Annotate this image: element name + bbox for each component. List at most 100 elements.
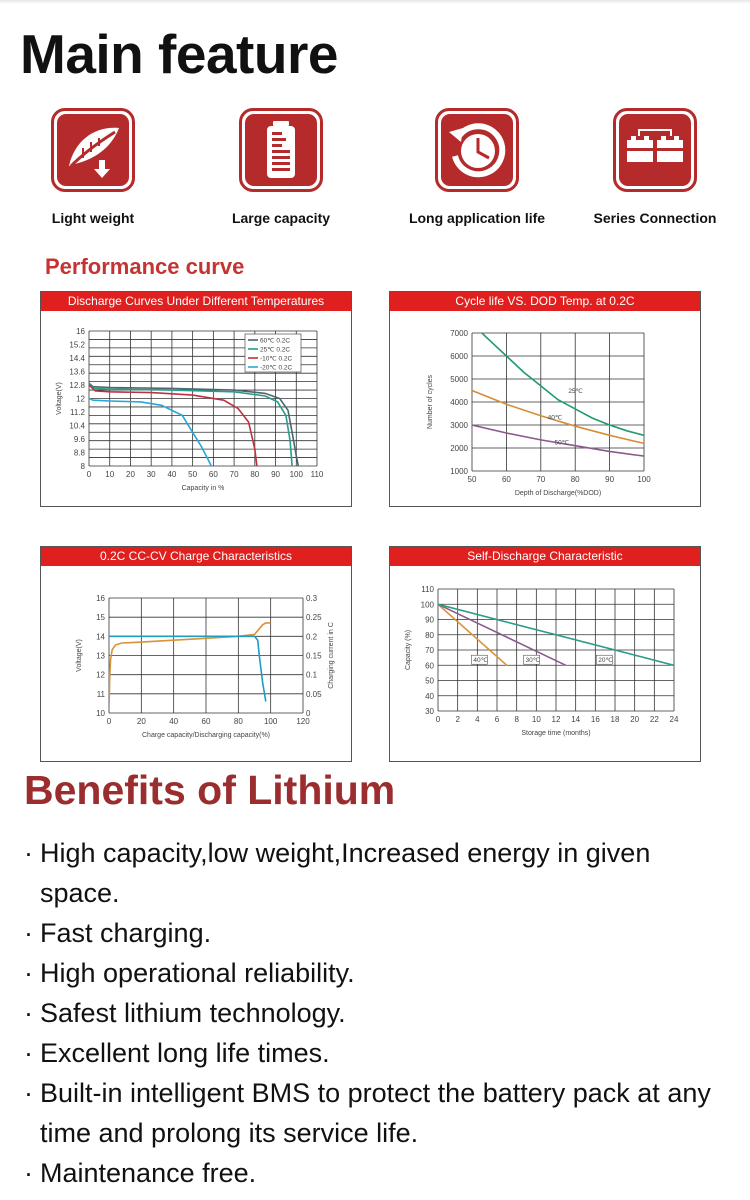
feature-label: Large capacity xyxy=(231,210,331,226)
feature-large-capacity: Large capacity xyxy=(206,108,356,226)
chart-self-discharge: 0 2 4 6 8 10 12 14 16 18 20 22 243040506070809010011… xyxy=(405,585,679,737)
y2-tick-label: 0 xyxy=(306,709,311,718)
y-axis-label: Voltage(V) xyxy=(76,639,83,672)
series-line xyxy=(472,424,644,457)
series-line xyxy=(438,603,567,667)
x-tick-label: 60 xyxy=(209,470,218,479)
legend-label: 60℃ 0.2C xyxy=(260,338,290,345)
x-tick-label: 0 xyxy=(87,470,92,479)
x-tick-label: 40 xyxy=(169,717,178,726)
series-label-box xyxy=(471,654,488,665)
series-line xyxy=(438,603,508,666)
x-tick-label: 40 xyxy=(167,470,176,479)
x-axis-label: Depth of Discharge(%DOD) xyxy=(515,490,601,497)
feature-label: Series Connection xyxy=(593,210,717,226)
x-tick-label: 22 xyxy=(650,715,659,724)
y-axis-label: Voltage(V) xyxy=(56,382,63,415)
feather-icon xyxy=(51,108,135,192)
legend-label: 25℃ 0.2C xyxy=(260,347,290,354)
series-line xyxy=(472,389,644,445)
chart-charge-panel: 0.2C CC-CV Charge Characteristics 0 20 40 6… xyxy=(40,546,352,762)
y-tick-label: 11 xyxy=(97,690,106,699)
clock-icon xyxy=(435,108,519,192)
x-tick-label: 50 xyxy=(188,470,197,479)
y-tick-label: 100 xyxy=(421,600,435,609)
y2-tick-label: 0.2 xyxy=(306,632,318,641)
y-tick-label: 50 xyxy=(425,677,434,686)
series-label-box xyxy=(523,654,540,665)
y-tick-label: 12 xyxy=(76,395,85,404)
y2-tick-label: 0.3 xyxy=(306,594,318,603)
x-tick-label: 14 xyxy=(571,715,580,724)
y2-tick-label: 0.05 xyxy=(306,690,322,699)
series-line xyxy=(89,397,213,466)
x-tick-label: 90 xyxy=(271,470,280,479)
benefit-item: · High capacity,low weight,Increased ener… xyxy=(24,838,651,908)
y-tick-label: 9.6 xyxy=(74,435,86,444)
x-tick-label: 24 xyxy=(670,715,679,724)
y2-axis-label: Charging current in C xyxy=(328,622,335,689)
y-tick-label: 5000 xyxy=(450,375,468,384)
y-tick-label: 14.4 xyxy=(69,354,85,363)
feature-label: Light weight xyxy=(51,210,135,226)
series-line xyxy=(480,333,644,437)
y-tick-label: 1000 xyxy=(450,467,468,476)
x-tick-label: 4 xyxy=(475,715,480,724)
x-tick-label: 60 xyxy=(502,475,511,484)
x-tick-label: 8 xyxy=(514,715,519,724)
battery-capacity-icon xyxy=(239,108,323,192)
y-tick-label: 14 xyxy=(96,632,105,641)
x-axis-label: Charge capacity/Discharging capacity(%) xyxy=(142,732,270,739)
x-tick-label: 18 xyxy=(611,715,620,724)
y-tick-label: 70 xyxy=(425,646,434,655)
x-axis-label: Capacity in % xyxy=(182,485,225,492)
x-tick-label: 20 xyxy=(137,717,146,726)
series-label-box xyxy=(596,654,613,665)
y-tick-label: 13.6 xyxy=(69,368,85,377)
x-tick-label: 20 xyxy=(630,715,639,724)
y-axis-label: Capacity (%) xyxy=(405,630,412,670)
y-axis-label: Number of cycles xyxy=(427,374,434,429)
y-tick-label: 6000 xyxy=(450,352,468,361)
series-line xyxy=(89,382,293,466)
chart-self-discharge-panel: Self-Discharge Characteristic 0 2 4 6 8 10 12 1… xyxy=(389,546,701,762)
x-tick-label: 80 xyxy=(571,475,580,484)
benefit-item: · Safest lithium technology. xyxy=(24,998,346,1028)
y2-tick-label: 0.25 xyxy=(306,613,322,622)
y-tick-label: 7000 xyxy=(450,329,468,338)
x-tick-label: 12 xyxy=(552,715,561,724)
benefits-list: · High capacity,low weight,Increased ener… xyxy=(24,833,724,1193)
y-tick-label: 110 xyxy=(421,585,434,594)
x-tick-label: 80 xyxy=(234,717,243,726)
y-tick-label: 16 xyxy=(96,594,105,603)
y-tick-label: 80 xyxy=(425,631,434,640)
y-tick-label: 13 xyxy=(96,652,105,661)
x-tick-label: 90 xyxy=(605,475,614,484)
x-tick-label: 10 xyxy=(532,715,541,724)
y-tick-label: 10 xyxy=(96,709,105,718)
y-tick-label: 15.2 xyxy=(69,341,85,350)
y-tick-label: 40 xyxy=(425,692,434,701)
x-tick-label: 0 xyxy=(436,715,441,724)
series-line xyxy=(109,635,267,702)
y-tick-label: 8 xyxy=(81,462,86,471)
series-label: 50℃ xyxy=(555,440,570,447)
benefit-item: · Fast charging. xyxy=(24,918,212,948)
y-tick-label: 30 xyxy=(425,707,434,716)
x-tick-label: 100 xyxy=(264,717,278,726)
x-tick-label: 70 xyxy=(230,470,239,479)
x-tick-label: 16 xyxy=(591,715,600,724)
y-tick-label: 15 xyxy=(96,613,105,622)
chart-charge: 0 20 40 60 80 100 120 10 11 12 13 14 15 16 0 0.05 0.1 0.1… xyxy=(76,594,335,739)
series-line xyxy=(89,382,300,466)
series-batteries-icon xyxy=(613,108,697,192)
benefit-item: · Excellent long life times. xyxy=(24,1038,330,1068)
y-tick-label: 11.2 xyxy=(70,408,86,417)
chart-discharge: 0 10 20 30 40 50 60 70 80 90 100 110 8 8.8 9.6 10.4 11.2… xyxy=(56,327,324,492)
y2-tick-label: 0.1 xyxy=(306,671,318,680)
x-tick-label: 30 xyxy=(147,470,156,479)
legend-label: -20℃ 0.2C xyxy=(260,365,293,372)
x-tick-label: 120 xyxy=(296,717,310,726)
chart-title: Self-Discharge Characteristic xyxy=(390,547,700,566)
benefit-item: · High operational reliability. xyxy=(24,958,355,988)
